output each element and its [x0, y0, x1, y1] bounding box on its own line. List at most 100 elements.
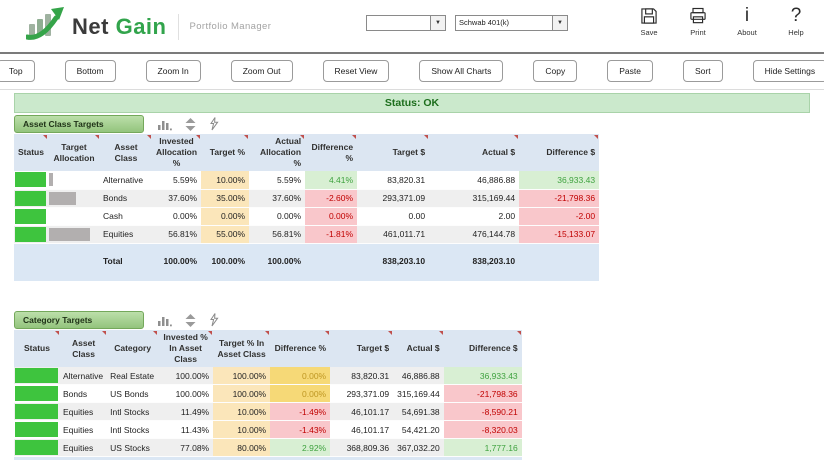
col-status: Status: [14, 134, 48, 172]
difference-pct-cell: 4.41%: [305, 171, 358, 190]
col-difference-pct: Difference %: [305, 134, 358, 172]
difference-usd-cell: -21,798.36: [519, 189, 600, 208]
chevron-down-icon[interactable]: ▼: [552, 16, 567, 30]
target-usd-cell: 83,820.31: [387, 174, 426, 185]
paste-button[interactable]: Paste: [607, 60, 653, 82]
toolbar-divider: [0, 89, 824, 90]
bar-chart-icon[interactable]: [158, 116, 172, 132]
target-pct-cell[interactable]: 100.00%: [213, 384, 271, 403]
target-usd-cell: 46,101.17: [351, 424, 390, 435]
category-targets-title-button[interactable]: Category Targets: [14, 311, 144, 329]
brand-logo: Net Gain Portfolio Manager: [24, 6, 271, 47]
sort-up-down-icon[interactable]: [185, 312, 196, 328]
header-actions: Save Print i About ? Help: [631, 5, 814, 38]
difference-usd-cell: 36,933.43: [519, 171, 600, 190]
copy-button[interactable]: Copy: [533, 60, 578, 82]
status-ok-block: [15, 208, 46, 224]
top-button[interactable]: Top: [0, 60, 35, 82]
invested-pct-cell: 0.00%: [172, 211, 198, 222]
total-row: Total 100.00% 100.00% 100.00% 838,203.10…: [14, 248, 600, 275]
chevron-down-icon[interactable]: ▼: [430, 16, 445, 30]
target-pct-cell[interactable]: 10.00%: [213, 420, 271, 439]
total-actual-usd-cell: 838,203.10: [429, 248, 520, 275]
col-invested-allocation-pct: Invested Allocation %: [151, 134, 202, 172]
col-target-usd: Target $: [357, 134, 430, 172]
target-usd-cell: 461,011.71: [383, 229, 426, 240]
lightning-icon[interactable]: [209, 116, 219, 132]
hide-settings-button[interactable]: Hide Settings: [752, 60, 824, 82]
bar-chart-icon[interactable]: [158, 312, 172, 328]
actual-usd-cell: 46,886.88: [477, 174, 516, 185]
status-ok-block: [15, 368, 58, 384]
zoom-out-button[interactable]: Zoom Out: [230, 60, 293, 82]
allocation-bar: [48, 191, 77, 205]
net-gain-logo-icon: [24, 6, 66, 47]
help-button[interactable]: ? Help: [778, 5, 814, 38]
total-target-pct-cell: 100.00%: [201, 248, 250, 275]
lightning-icon[interactable]: [209, 312, 219, 328]
about-button[interactable]: i About: [729, 5, 765, 38]
help-label: Help: [788, 28, 804, 37]
model-dropdown[interactable]: ▼: [366, 15, 446, 31]
target-pct-cell[interactable]: 55.00%: [201, 225, 250, 244]
target-pct-cell[interactable]: 10.00%: [201, 171, 250, 190]
target-allocation-bar-cell: [48, 207, 100, 225]
difference-usd-cell: -8,590.21: [443, 402, 522, 421]
col-difference-usd: Difference $: [519, 134, 600, 172]
zoom-in-button[interactable]: Zoom In: [145, 60, 201, 82]
category-cell: Real Estate: [110, 370, 155, 381]
col-status: Status: [14, 330, 60, 368]
difference-pct-cell: -1.49%: [270, 402, 331, 421]
account-dropdown-value: Schwab 401(k): [459, 18, 510, 27]
actual-pct-cell: 37.60%: [272, 193, 302, 204]
target-pct-cell[interactable]: 0.00%: [201, 207, 250, 226]
target-pct-cell[interactable]: 35.00%: [201, 189, 250, 208]
account-dropdown[interactable]: Schwab 401(k) ▼: [455, 15, 568, 31]
target-pct-cell[interactable]: 80.00%: [213, 438, 271, 457]
brand-name-net: Net: [72, 13, 109, 39]
table-header-row: Status Asset Class Category Invested % I…: [14, 330, 522, 368]
reset-view-button[interactable]: Reset View: [322, 60, 390, 82]
status-cell: [14, 367, 60, 385]
asset-class-targets-table-wrap: Status Target Allocation Asset Class Inv…: [14, 134, 600, 282]
target-pct-cell[interactable]: 100.00%: [213, 367, 271, 385]
target-usd-cell: 368,809.36: [346, 442, 390, 453]
invested-pct-cell: 100.00%: [175, 388, 210, 399]
difference-usd-cell: -15,133.07: [519, 225, 600, 244]
difference-usd-cell: 36,933.43: [443, 367, 522, 385]
table-row: Bonds US Bonds 100.00% 100.00% 0.00% 293…: [14, 384, 522, 403]
col-target-usd: Target $: [330, 330, 394, 368]
target-pct-cell[interactable]: 10.00%: [213, 402, 271, 421]
show-all-charts-button[interactable]: Show All Charts: [419, 60, 504, 82]
print-button[interactable]: Print: [680, 5, 716, 37]
table-row: Equities Intl Stocks 11.43% 10.00% -1.43…: [14, 420, 522, 439]
invested-pct-cell: 37.60%: [168, 193, 198, 204]
status-cell: [14, 403, 60, 421]
save-button[interactable]: Save: [631, 5, 667, 37]
actual-usd-cell: 2.00: [498, 211, 516, 222]
col-target-pct-in-asset-class: Target % In Asset Class: [213, 330, 271, 368]
difference-pct-cell: -2.60%: [305, 189, 358, 208]
empty-cell: [519, 248, 600, 275]
total-actual-pct-cell: 100.00%: [249, 248, 306, 275]
actual-usd-cell: 54,421.20: [401, 424, 440, 435]
table-row: Alternative 5.59% 10.00% 5.59% 4.41% 83,…: [14, 171, 600, 190]
category-targets-header: Category Targets: [14, 311, 522, 329]
spacer-row: [14, 243, 600, 249]
asset-class-cell: Bonds: [102, 193, 128, 204]
asset-class-targets-title-button[interactable]: Asset Class Targets: [14, 115, 144, 133]
col-category: Category: [107, 330, 159, 368]
status-ok-block: [15, 172, 46, 188]
target-usd-cell: 83,820.31: [351, 370, 390, 381]
invested-pct-cell: 5.59%: [172, 174, 198, 185]
col-asset-class: Asset Class: [99, 134, 152, 172]
save-label: Save: [640, 28, 658, 37]
table-row: Bonds 37.60% 35.00% 37.60% -2.60% 293,37…: [14, 189, 600, 208]
allocation-bar: [48, 173, 54, 187]
category-cell: Intl Stocks: [110, 406, 150, 417]
sort-up-down-icon[interactable]: [185, 116, 196, 132]
category-targets-section: Category Targets Sta: [14, 311, 522, 461]
sort-button[interactable]: Sort: [682, 60, 723, 82]
bottom-button[interactable]: Bottom: [64, 60, 116, 82]
asset-class-targets-table: Status Target Allocation Asset Class Inv…: [14, 134, 600, 275]
